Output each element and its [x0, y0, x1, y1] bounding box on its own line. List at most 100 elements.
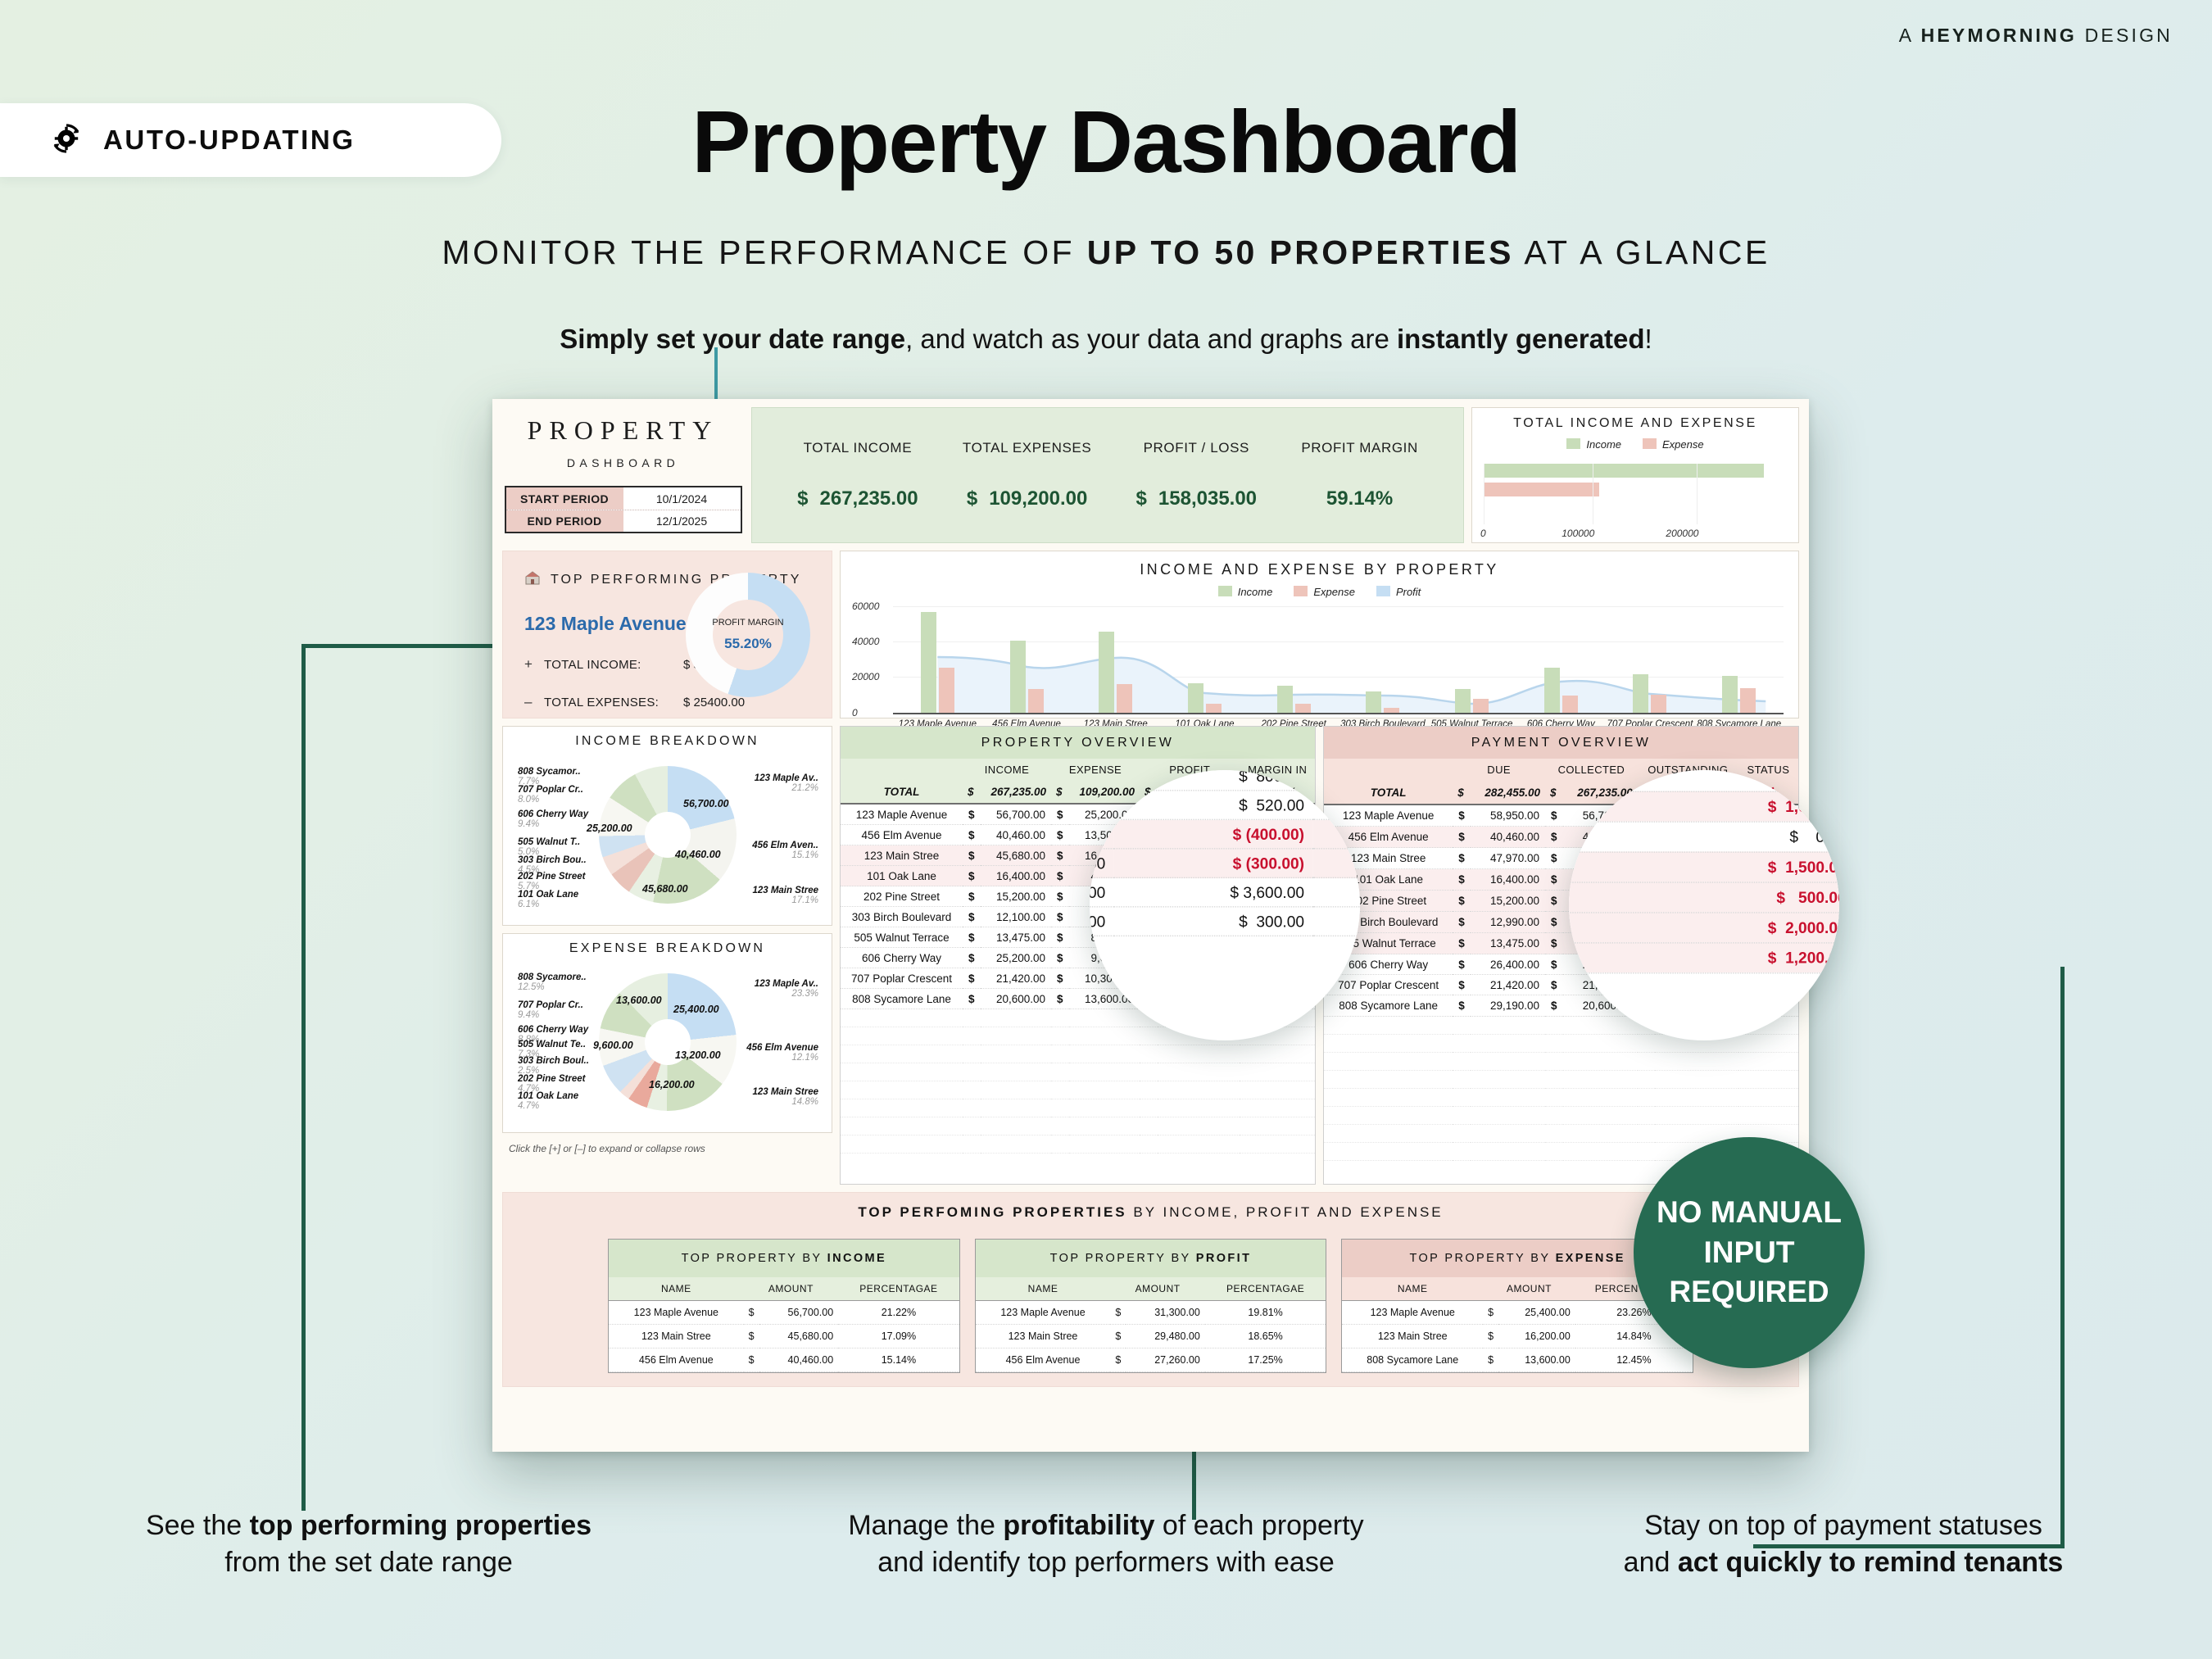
chart-plot-area: 56,700.00 40,460.00 45,680.00 25,200.00 … [511, 750, 823, 918]
end-period-row[interactable]: END PERIOD 12/1/2025 [505, 510, 741, 532]
minus-sign: – [524, 694, 533, 709]
table-row: 123 Main Stree $45,680.00 17.09% [609, 1324, 959, 1349]
table-row-blank [841, 1081, 1315, 1099]
col-header-percentage: PERCENTAGAE [1575, 1277, 1693, 1301]
end-period-input[interactable]: 12/1/2025 [623, 510, 741, 532]
badge-line-2: INPUT [1703, 1235, 1795, 1269]
kpi-value: $267,235.00 [797, 487, 918, 510]
y-tick: 40000 [852, 636, 880, 647]
chart-legend: Income Expense Profit [852, 586, 1787, 598]
payment-overview-table[interactable]: PAYMENT OVERVIEW DUE COLLECTED OUTSTANDI… [1323, 726, 1799, 1185]
pie-label: 707 Poplar Cr.. 8.0% [518, 785, 583, 805]
connector-right-line [1753, 967, 2065, 1548]
captions-row: See the top performing properties from t… [0, 1507, 2212, 1581]
chart-title: INCOME BREAKDOWN [575, 734, 759, 748]
slice-value: 56,700.00 [683, 798, 729, 809]
chart-plot-area: 60000 40000 20000 0 [852, 601, 1787, 718]
table-row: 123 Maple Avenue $56,700.00 21.22% [609, 1300, 959, 1325]
slice-value: 13,200.00 [675, 1049, 721, 1061]
x-tick: 100000 [1562, 528, 1595, 539]
table-row: 456 Elm Avenue $27,260.00 17.25% [975, 1348, 1326, 1372]
total-income: 267,235.00 [980, 781, 1052, 805]
table-header-row: NAME AMOUNT PERCENTAGAE [609, 1277, 959, 1301]
pie-label: 123 Maple Av.. 21.2% [754, 773, 818, 793]
table-row-blank [1324, 1034, 1798, 1053]
pie-label: 101 Oak Lane 6.1% [518, 890, 579, 909]
table-header-row: NAME AMOUNT PERCENTAGAE [1342, 1277, 1693, 1301]
page-subtitle: MONITOR THE PERFORMANCE OF UP TO 50 PROP… [0, 233, 2212, 272]
pie-label: 808 Sycamor.. 7.7% [518, 767, 581, 786]
start-period-input[interactable]: 10/1/2024 [623, 487, 741, 510]
sheet-brand-block: PROPERTY DASHBOARD START PERIOD 10/1/202… [502, 407, 744, 543]
pie-label: 505 Walnut T.. 5.0% [518, 837, 581, 857]
table-row-blank [841, 1045, 1315, 1063]
table-row: 456 Elm Avenue $40,460.00 15.14% [609, 1348, 959, 1372]
table-row: 123 Main Stree $16,200.00 14.84% [1342, 1324, 1693, 1349]
brand-credit-pre: A [1898, 25, 1921, 46]
col-header-amount: AMOUNT [743, 1277, 839, 1301]
col-header-amount: AMOUNT [1110, 1277, 1205, 1301]
legend-item-expense: Expense [1643, 438, 1704, 451]
house-icon [524, 569, 541, 590]
slice-value: 40,460.00 [675, 849, 721, 860]
chart-plot-area: 25,400.00 13,200.00 16,200.00 9,600.00 1… [511, 958, 823, 1126]
top-performing-properties-section: TOP PERFOMING PROPERTIES BY INCOME, PROF… [502, 1192, 1799, 1387]
x-tick: 200000 [1666, 528, 1699, 539]
table-header-row: DUE COLLECTED OUTSTANDING STATUS [1324, 759, 1798, 781]
pie-label: 303 Birch Boul.. 2.5% [518, 1056, 589, 1076]
chart-bars [893, 606, 1784, 713]
table-row-blank [841, 1063, 1315, 1081]
slice-value: 25,200.00 [587, 823, 632, 834]
start-period-label: START PERIOD [505, 487, 623, 510]
total-income-expense-chart: TOTAL INCOME AND EXPENSE Income Expense … [1471, 407, 1799, 543]
kpi-value: $109,200.00 [966, 487, 1088, 510]
table-row: 123 Maple Avenue $31,300.00 19.81% [975, 1300, 1326, 1325]
chart-x-axis: 0 100000 200000 [1480, 528, 1788, 539]
auto-updating-pill: AUTO-UPDATING [0, 103, 501, 177]
y-tick: 60000 [852, 601, 880, 612]
expense-value: $ 25400.00 [683, 696, 746, 709]
bar-expense [1484, 483, 1600, 496]
start-period-row[interactable]: START PERIOD 10/1/2024 [505, 487, 741, 510]
table-row-blank [1324, 1124, 1798, 1143]
kpi-label: TOTAL INCOME [803, 440, 913, 456]
tagline-bold-1: Simply set your date range [560, 324, 906, 354]
chart-title: EXPENSE BREAKDOWN [569, 941, 766, 955]
legend-item-expense: Expense [1294, 586, 1355, 598]
chart-title: TOTAL INCOME AND EXPENSE [1513, 416, 1757, 430]
expense-breakdown-chart: EXPENSE BREAKDOWN 25,400.00 13,200.00 16… [502, 933, 832, 1133]
chart-legend: Income Expense [1482, 438, 1788, 451]
table-row-blank [1324, 1106, 1798, 1125]
subtitle-post: AT A GLANCE [1513, 233, 1770, 271]
table-row-blank [841, 1135, 1315, 1154]
table-row-blank [841, 1099, 1315, 1117]
table-row: 123 Maple Avenue $25,400.00 23.26% [1342, 1300, 1693, 1325]
table-body: 123 Maple Avenue$58,950.00$56,700.00$0.0… [1324, 805, 1798, 1161]
col-header-name: NAME [975, 1277, 1111, 1301]
kpi-label: TOTAL EXPENSES [962, 440, 1092, 456]
bar-group [1606, 606, 1695, 713]
slice-value: 45,680.00 [642, 883, 688, 895]
pie-label: 808 Sycamore.. 12.5% [518, 972, 587, 992]
top-property-by-income-card: TOP PROPERTY BY INCOME NAME AMOUNT PERCE… [608, 1239, 960, 1373]
col-header-income: INCOME [984, 764, 1030, 776]
income-label: TOTAL INCOME: [544, 658, 641, 672]
slice-value: 9,600.00 [593, 1040, 633, 1051]
legend-item-income: Income [1566, 438, 1621, 451]
top-property-name: 123 Maple Avenue [524, 613, 687, 634]
slice-value: 25,400.00 [673, 1004, 719, 1015]
connector-left-line [301, 644, 516, 1511]
bar-group [1160, 606, 1249, 713]
top-property-expense-row: – TOTAL EXPENSES: $ 25400.00 [524, 694, 810, 710]
auto-updating-label: AUTO-UPDATING [103, 125, 356, 155]
kpi-value: $158,035.00 [1135, 487, 1258, 510]
table-header-row: NAME AMOUNT PERCENTAGAE [975, 1277, 1326, 1301]
auto-refresh-gear-icon [48, 120, 85, 161]
page-title: Property Dashboard [691, 92, 1521, 191]
table-row-blank [1324, 1088, 1798, 1107]
pie-label: 202 Pine Street 5.7% [518, 872, 586, 891]
caption-left: See the top performing properties from t… [145, 1510, 592, 1579]
date-range-box[interactable]: START PERIOD 10/1/2024 END PERIOD 12/1/2… [504, 486, 742, 533]
donut-value: 55.20% [724, 636, 772, 651]
income-expense-by-property-chart: INCOME AND EXPENSE BY PROPERTY Income Ex… [840, 551, 1799, 729]
